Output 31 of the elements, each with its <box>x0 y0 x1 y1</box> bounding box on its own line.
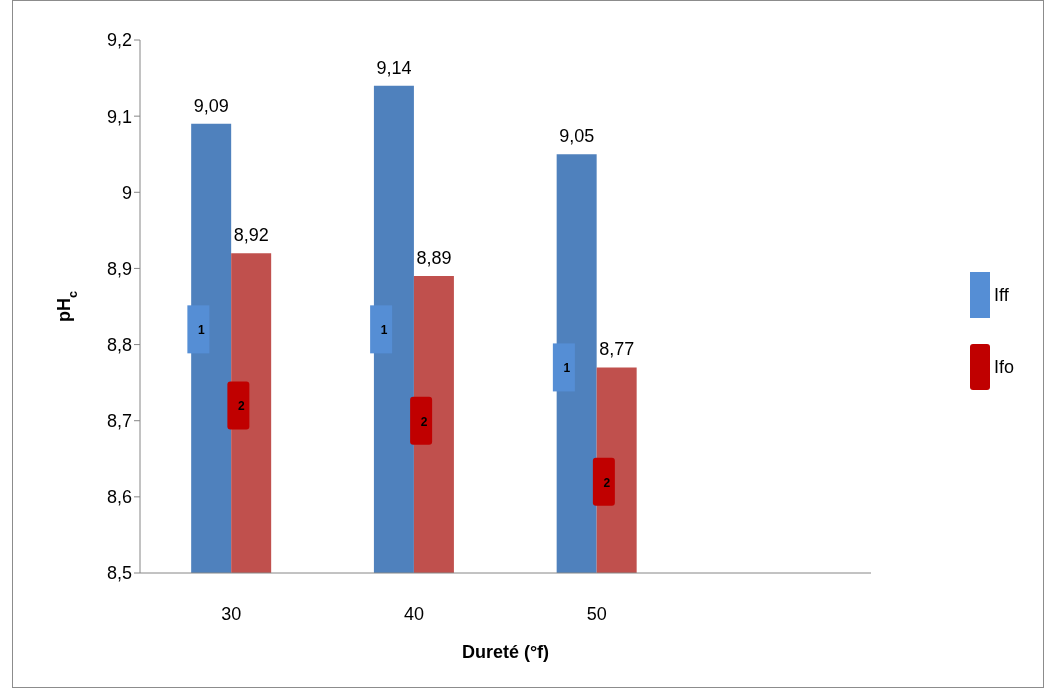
y-tick-label: 9,2 <box>106 30 132 51</box>
data-label: 9,14 <box>376 57 412 78</box>
data-label: 8,92 <box>233 225 269 246</box>
y-tick-label: 8,5 <box>106 563 132 584</box>
tag-icon: 1 <box>187 305 210 354</box>
annotation: 2 <box>420 414 428 429</box>
tag-icon: 2 <box>410 396 433 445</box>
y-tick-label: 8,7 <box>106 411 132 432</box>
annotation: 1 <box>563 361 571 376</box>
data-label: 8,89 <box>416 248 452 269</box>
x-axis-title: Dureté (°f) <box>461 642 550 662</box>
x-tick-label: 30 <box>221 603 242 624</box>
data-label: 9,05 <box>559 126 595 147</box>
data-label: 8,77 <box>599 339 635 360</box>
annotation: 2 <box>603 475 611 490</box>
data-label: 9,09 <box>193 95 229 116</box>
y-tick-label: 9 <box>121 182 132 203</box>
y-tick-label: 8,9 <box>106 258 132 279</box>
x-tick-label: 40 <box>404 603 425 624</box>
tag-icon: 1 <box>370 305 393 354</box>
annotation: 1 <box>380 323 388 338</box>
tag-icon: 2 <box>227 381 250 430</box>
tag-icon: 1 <box>552 343 575 392</box>
annotation: 1 <box>198 323 206 338</box>
x-tick-label: 50 <box>586 603 607 624</box>
y-tick-label: 8,6 <box>106 487 132 508</box>
text: Iff <box>993 284 1009 306</box>
text: Ifo <box>993 356 1014 378</box>
y-tick-label: 8,8 <box>106 334 132 355</box>
annotation: 2 <box>238 399 246 414</box>
y-tick-label: 9,1 <box>106 106 132 127</box>
